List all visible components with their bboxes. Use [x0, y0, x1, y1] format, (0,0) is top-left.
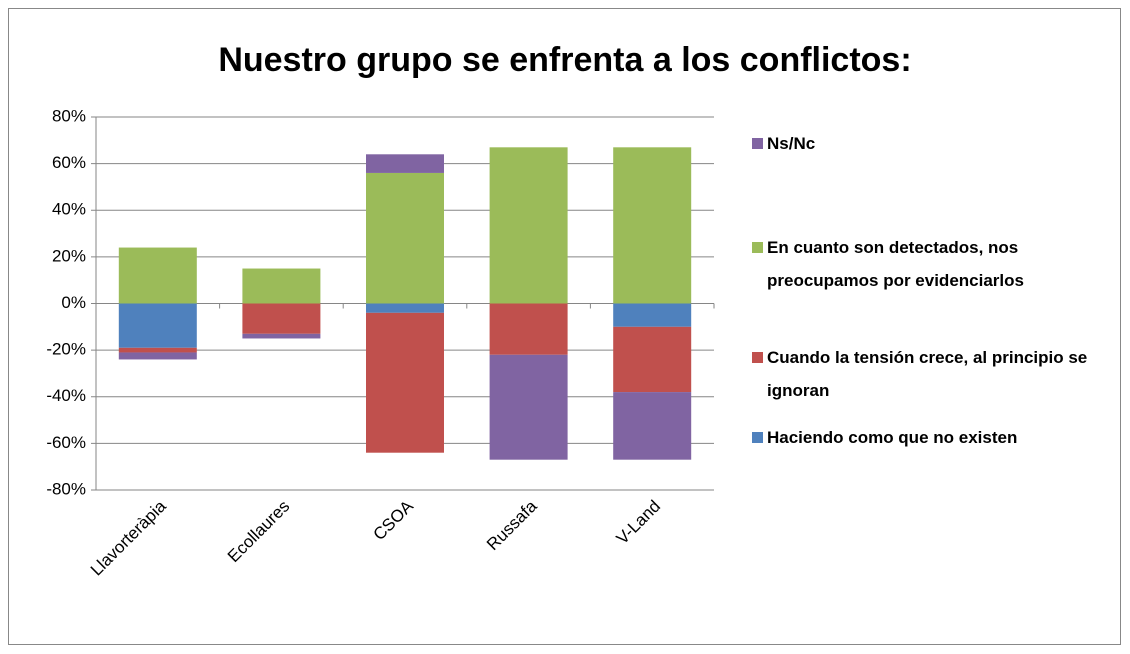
y-tick-label: -40%	[46, 386, 86, 405]
bar	[489, 147, 568, 304]
bar	[242, 333, 321, 339]
y-tick-label: -80%	[46, 479, 86, 498]
bar	[118, 247, 197, 304]
bar	[118, 352, 197, 360]
y-tick-label: -20%	[46, 340, 86, 359]
y-tick-label: 60%	[52, 153, 86, 172]
y-tick-label: -60%	[46, 433, 86, 452]
legend-swatch	[752, 352, 763, 363]
chart-title: Nuestro grupo se enfrenta a los conflict…	[218, 41, 911, 79]
bar	[118, 303, 197, 348]
bar	[613, 147, 692, 304]
y-tick-label: 80%	[52, 106, 86, 125]
bar	[366, 312, 444, 453]
legend-item: En cuanto son detectados, nos preocupamo…	[752, 231, 1112, 297]
legend-label: Haciendo como que no existen	[767, 428, 1018, 447]
bar	[613, 303, 692, 327]
bar	[118, 347, 197, 353]
bar	[366, 154, 444, 173]
legend-item: Ns/Nc	[752, 127, 1112, 160]
bar	[242, 268, 321, 304]
legend-item: Cuando la tensión crece, al principio se…	[752, 341, 1112, 407]
y-tick-label: 0%	[61, 293, 86, 312]
legend-label: Ns/Nc	[767, 134, 816, 153]
bar	[366, 303, 444, 313]
legend-label: En cuanto son detectados, nos preocupamo…	[767, 238, 1024, 290]
bar	[242, 303, 321, 334]
bar	[489, 303, 568, 355]
y-tick-label: 20%	[52, 246, 86, 265]
legend-item: Haciendo como que no existen	[752, 421, 1112, 454]
legend-swatch	[752, 138, 763, 149]
bar	[366, 172, 444, 304]
bar	[613, 392, 692, 460]
legend-swatch	[752, 242, 763, 253]
y-tick-label: 40%	[52, 200, 86, 219]
bar	[489, 354, 568, 460]
legend-swatch	[752, 432, 763, 443]
legend-label: Cuando la tensión crece, al principio se…	[767, 348, 1088, 400]
bar	[613, 326, 692, 393]
